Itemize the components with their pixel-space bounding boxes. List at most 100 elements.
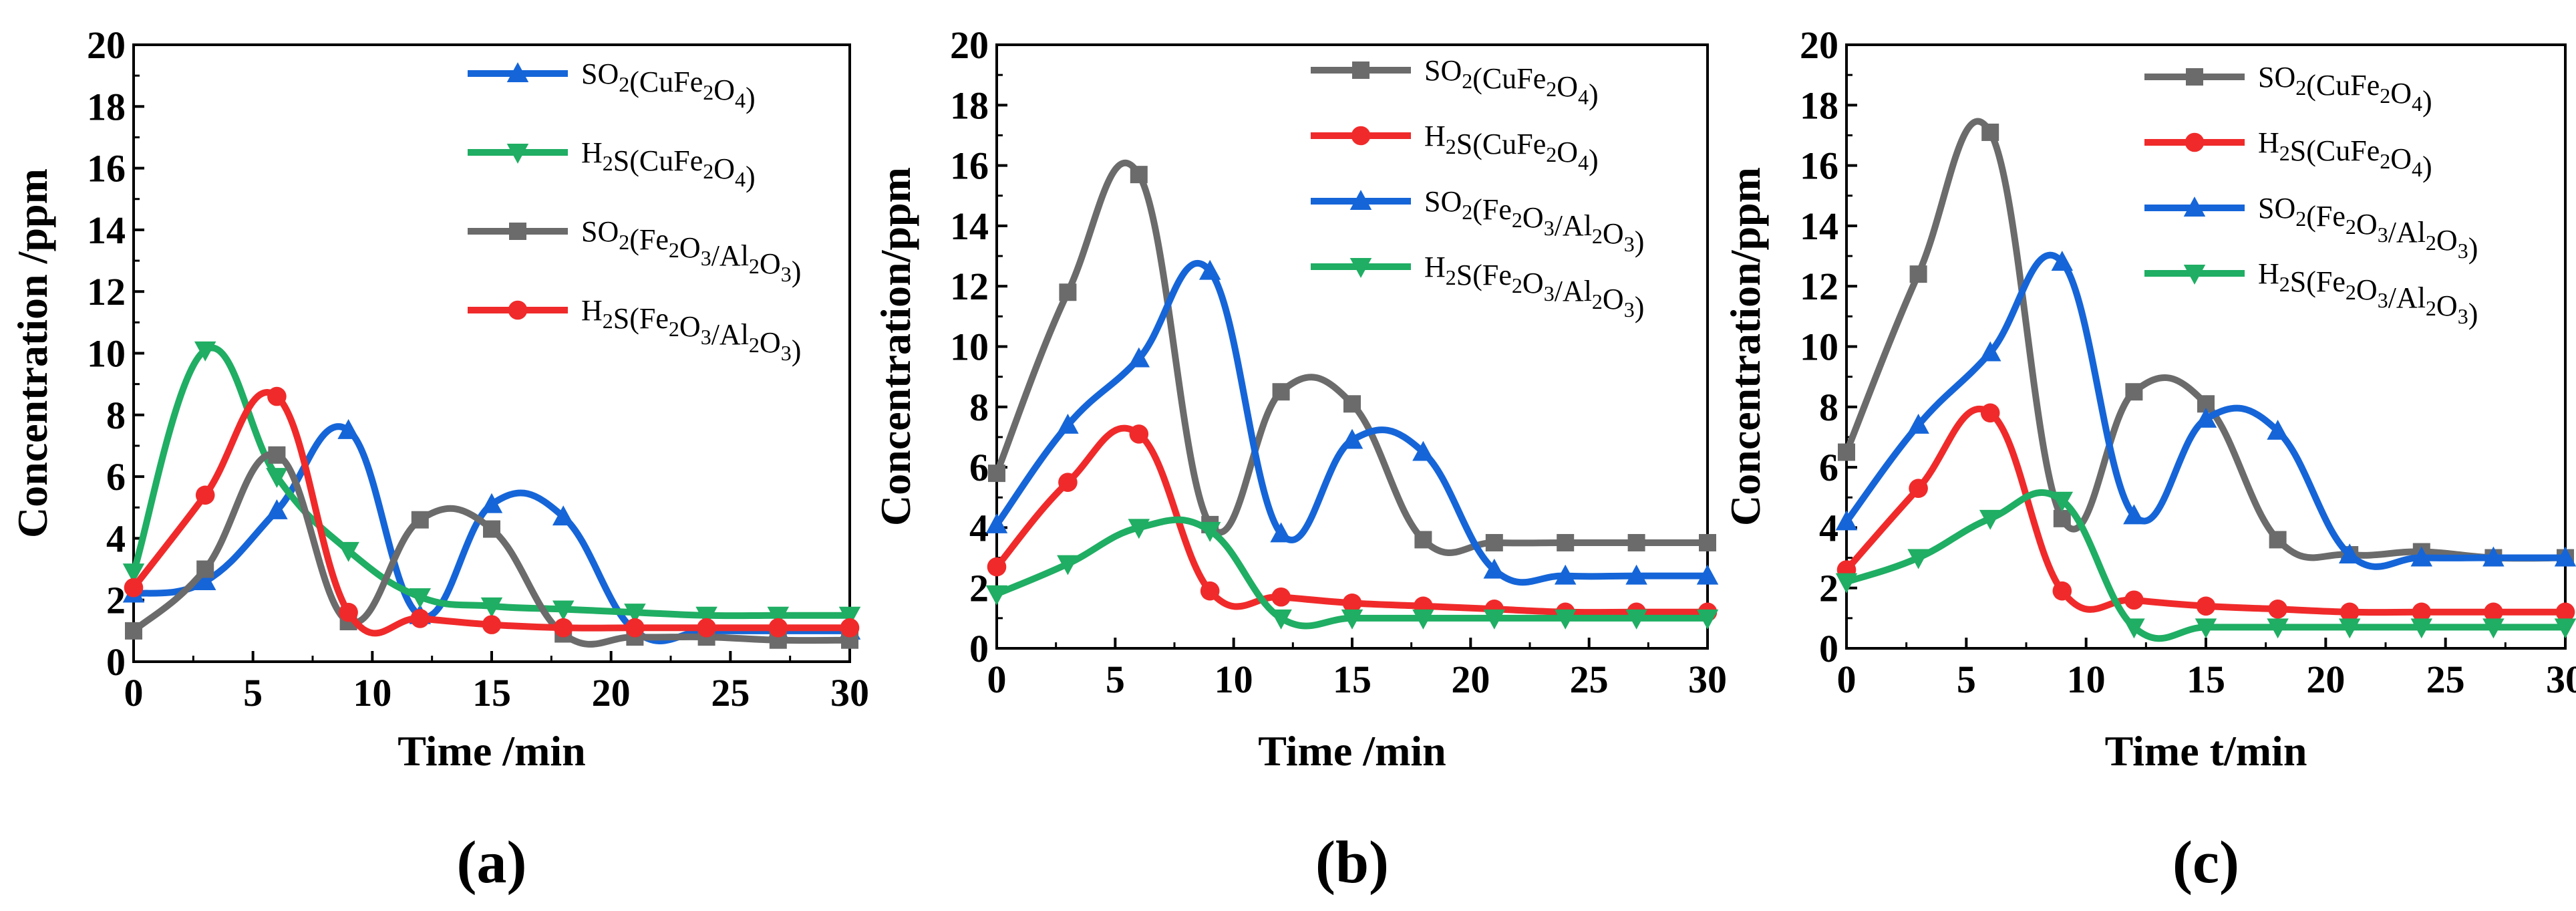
series-line [993, 159, 1711, 556]
chart-panel-1: 0 2 4 6 8 10 12 14 16 18 20 0 5 10 15 20 25 30 Time /min Co… [9, 23, 869, 896]
data-point [1412, 609, 1434, 630]
x-axis-label: Time /min [397, 727, 586, 775]
y-tick-label: 0 [1819, 627, 1838, 670]
x-tick-label: 0 [1837, 658, 1857, 701]
y-axis-label: Concentration/ppm [1722, 167, 1769, 526]
data-point [625, 618, 645, 638]
data-point [483, 520, 500, 538]
legend-entry: H2S(Fe2O3/Al2O3) [2144, 257, 2478, 330]
x-tick-label: 0 [124, 671, 144, 714]
y-tick-label: 18 [950, 84, 989, 127]
x-axis-label: Time /min [1258, 727, 1446, 775]
legend-marker [2186, 68, 2203, 86]
data-point [480, 493, 503, 513]
panel-label: (c) [2172, 829, 2239, 896]
data-point [122, 563, 145, 584]
series-2 [987, 424, 1718, 622]
data-point [1625, 564, 1647, 585]
y-tick-label: 10 [1800, 326, 1838, 369]
legend-entry: H2S(Fe2O3/Al2O3) [468, 294, 801, 367]
data-point [1198, 521, 1221, 542]
legend-marker [508, 300, 528, 320]
y-tick-label: 2 [969, 567, 989, 610]
data-point [2412, 602, 2432, 622]
data-point [1198, 259, 1221, 280]
x-tick-label: 20 [1451, 658, 1490, 701]
legend-label: SO2(Fe2O3/Al2O3) [2258, 192, 2478, 265]
data-point [2555, 602, 2575, 622]
legend-marker [1349, 190, 1372, 210]
y-tick-label: 8 [1819, 386, 1838, 429]
data-point [2053, 509, 2071, 527]
legend-label: SO2(CuFe2O4) [2258, 61, 2432, 118]
y-tick-label: 16 [1800, 144, 1838, 188]
legend-label: H2S(CuFe2O4) [581, 136, 756, 193]
data-point [2195, 618, 2217, 639]
legend-marker [1349, 258, 1372, 278]
chart-panel-2: 0 2 4 6 8 10 12 14 16 18 20 0 5 10 15 20 25 30 Time /min Co… [872, 23, 1727, 896]
legend-label: SO2(Fe2O3/Al2O3) [581, 215, 801, 288]
data-point [1554, 609, 1577, 630]
series-4 [1835, 489, 2576, 642]
series-line [993, 516, 1711, 630]
data-point [1696, 564, 1719, 585]
data-point [697, 618, 716, 638]
x-tick-label: 25 [711, 671, 750, 714]
legend-marker [2185, 132, 2205, 152]
y-tick-label: 0 [106, 640, 126, 684]
y-tick-label: 14 [950, 205, 989, 248]
data-point [1835, 510, 1858, 531]
data-point [411, 511, 429, 529]
data-point [985, 513, 1008, 533]
data-point [2196, 596, 2216, 616]
data-point [1979, 341, 2001, 362]
x-tick-label: 20 [592, 671, 631, 714]
data-point [194, 341, 216, 362]
data-point [552, 600, 575, 621]
y-tick-label: 12 [1800, 265, 1838, 308]
data-point [337, 418, 359, 439]
x-tick-label: 10 [353, 671, 391, 714]
data-point [2484, 602, 2503, 622]
data-point [1699, 533, 1716, 551]
data-point [2268, 600, 2287, 619]
data-point [2338, 618, 2361, 639]
data-point [2482, 618, 2505, 639]
data-point [1483, 558, 1506, 579]
data-point [840, 618, 860, 638]
legend-marker [1351, 126, 1371, 146]
legend-marker [2183, 265, 2206, 285]
data-point [985, 585, 1008, 606]
data-point [194, 570, 216, 591]
data-point [1627, 533, 1645, 551]
series-line [993, 424, 1711, 616]
data-point [987, 557, 1007, 577]
data-point [2123, 618, 2145, 639]
y-tick-label: 8 [969, 386, 989, 429]
data-point [1835, 573, 1858, 594]
legend-entry: SO2(CuFe2O4) [1311, 54, 1599, 111]
data-point [1270, 522, 1292, 543]
data-point [2554, 618, 2576, 639]
data-point [1272, 383, 1290, 401]
data-point [1129, 424, 1149, 444]
data-point [552, 505, 575, 526]
data-point [1981, 123, 1999, 141]
x-tick-label: 15 [2187, 658, 2225, 701]
legend-entry: SO2(Fe2O3/Al2O3) [1311, 185, 1644, 258]
data-point [1059, 283, 1077, 301]
data-point [1412, 440, 1434, 461]
legend-marker [2183, 197, 2206, 217]
legend-label: SO2(CuFe2O4) [1424, 54, 1599, 111]
y-tick-label: 18 [87, 85, 126, 128]
data-point [2123, 504, 2145, 525]
series-4 [985, 516, 1719, 630]
series-line [130, 344, 853, 620]
series-line [1843, 405, 2569, 616]
panel-label: (b) [1315, 829, 1389, 896]
legend-marker [506, 144, 529, 164]
y-tick-label: 8 [106, 394, 126, 437]
y-tick-label: 16 [950, 144, 989, 188]
data-point [409, 588, 432, 608]
data-point [2410, 546, 2433, 567]
